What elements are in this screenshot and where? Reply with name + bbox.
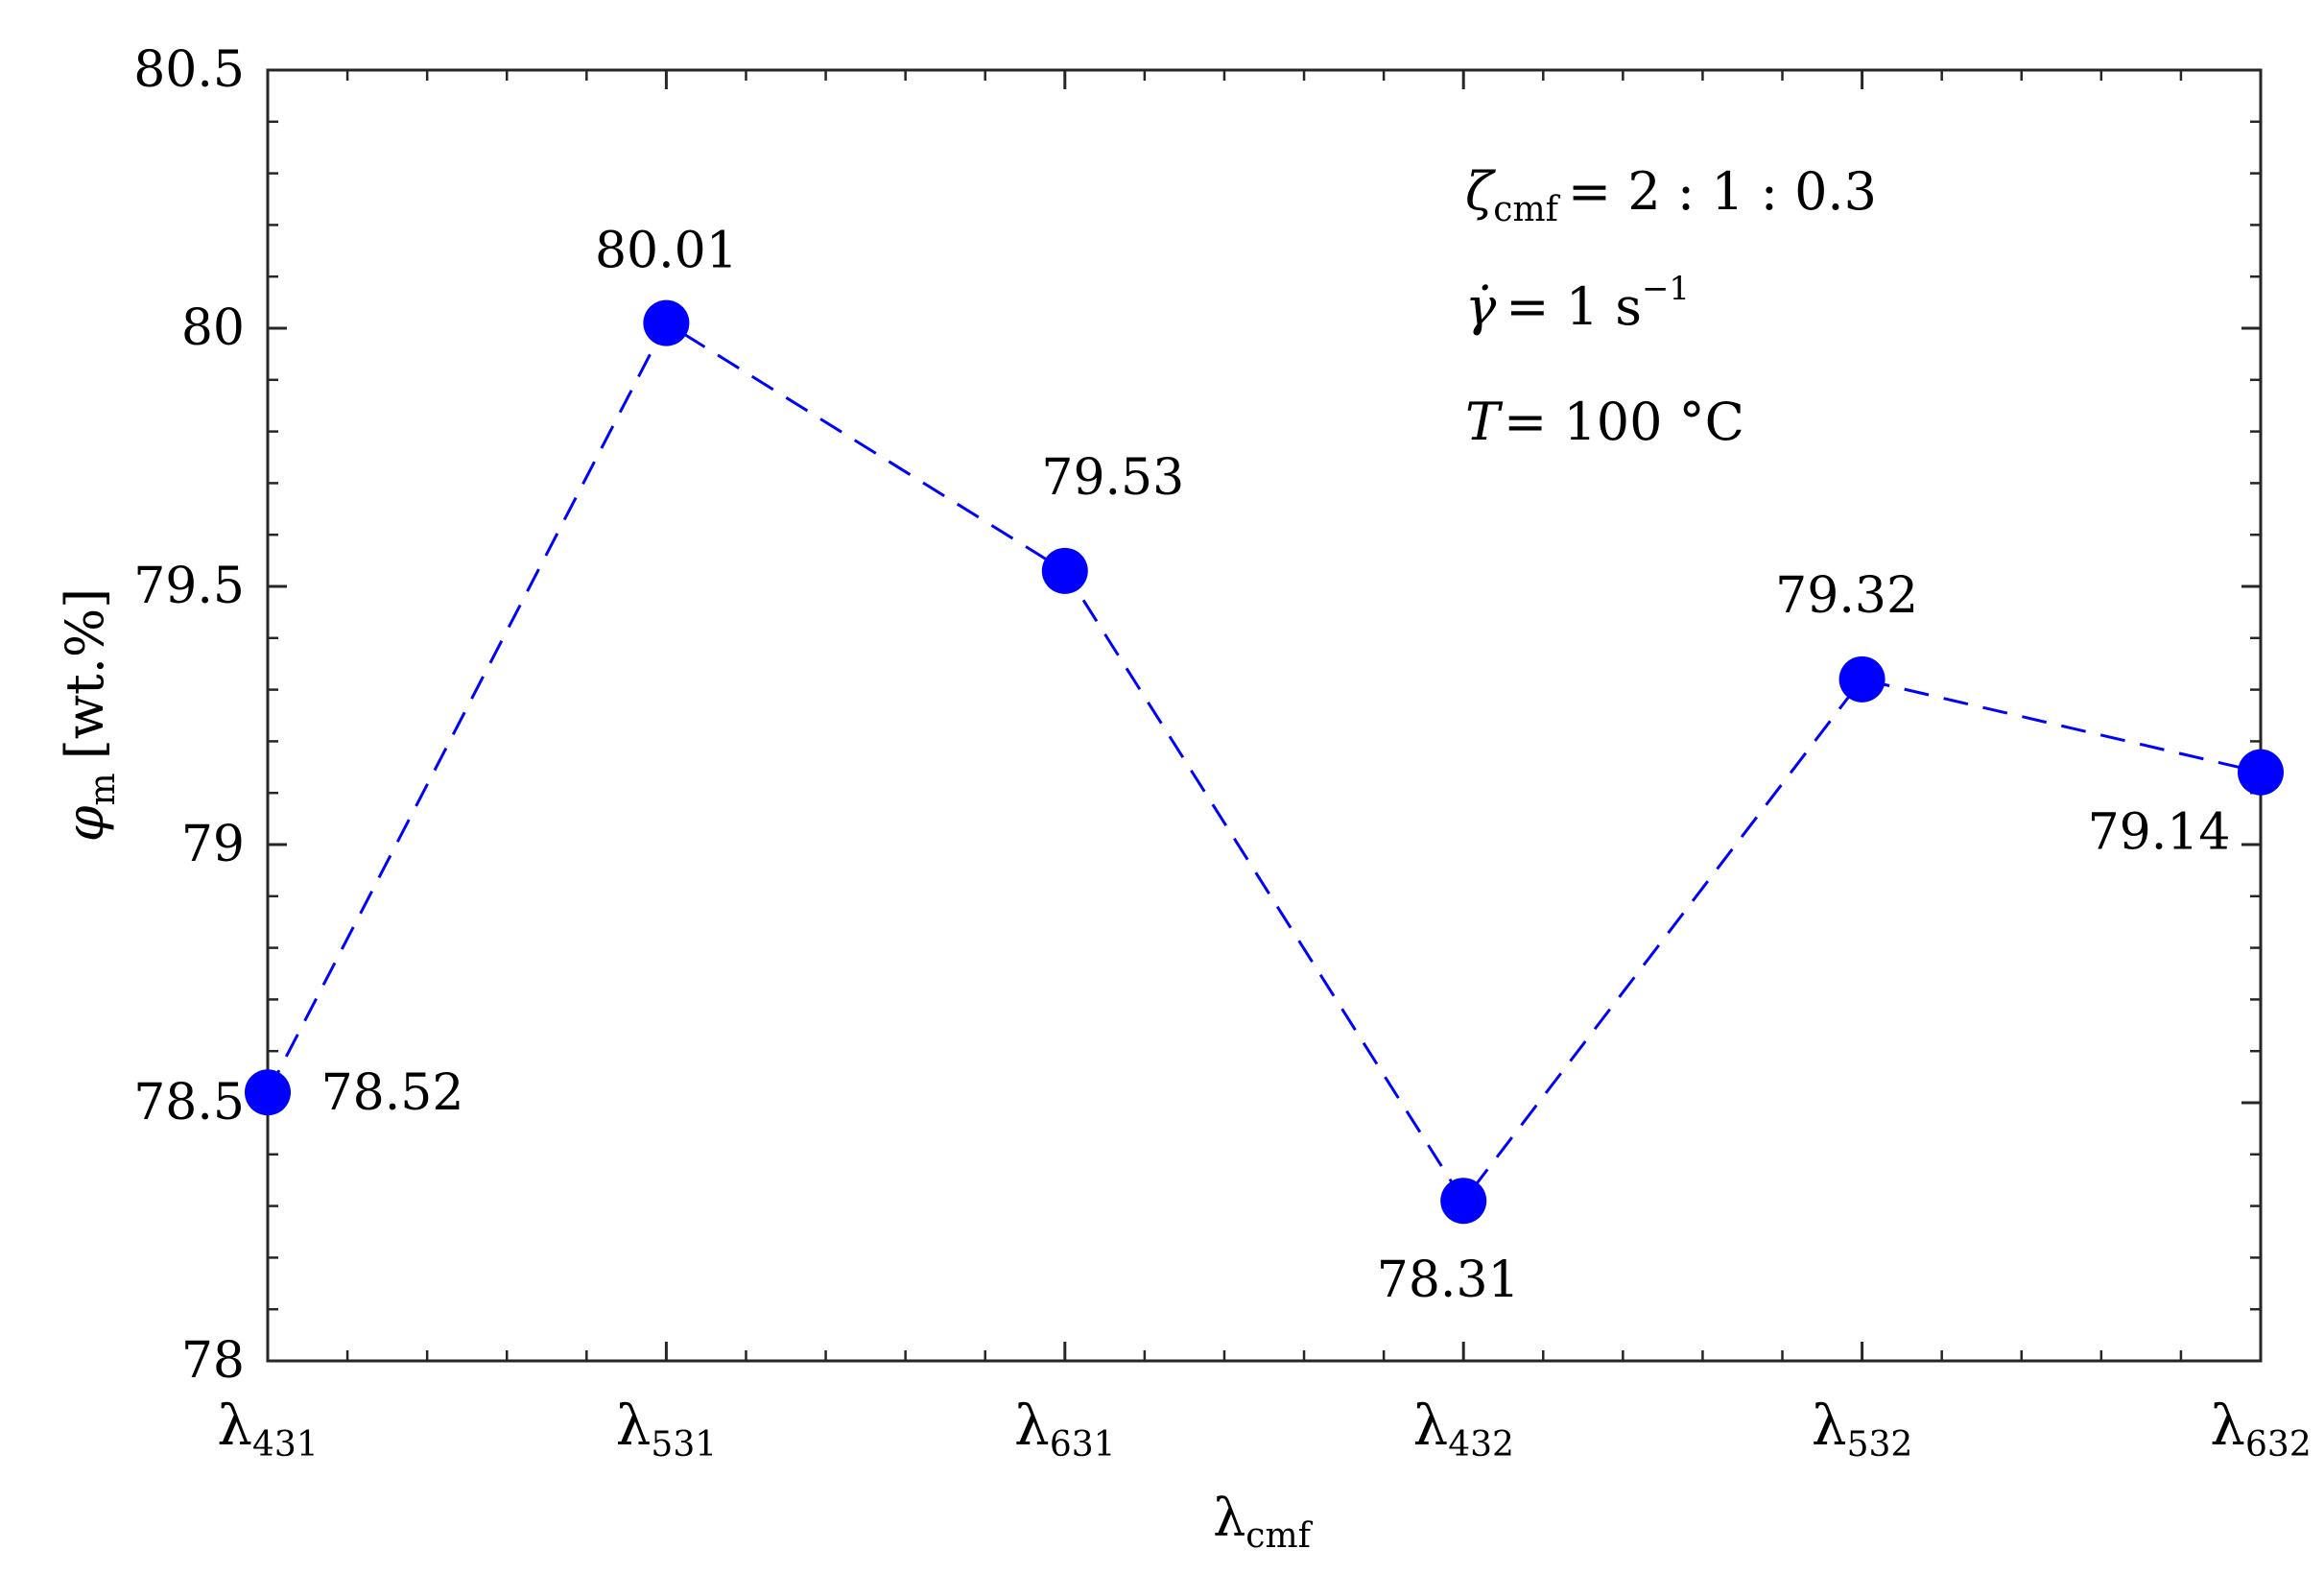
y-tick-label: 80 — [181, 299, 245, 357]
x-tick-label: λ431 — [217, 1393, 318, 1465]
x-axis-title: λcmf — [1213, 1488, 1314, 1556]
y-tick-label: 79.5 — [133, 558, 245, 615]
data-point — [1041, 547, 1088, 594]
data-label: 79.14 — [2088, 804, 2231, 862]
series-line — [266, 321, 2262, 1204]
data-point — [1440, 1178, 1487, 1225]
x-tick-labels: λ431 λ531 λ631 λ432 λ532 λ632 — [217, 1393, 2311, 1465]
annotation-temperature: T= 100 °C — [1465, 392, 1744, 452]
x-tick-label: λ631 — [1014, 1393, 1115, 1465]
annotation-zeta: ζcmf = 2 : 1 : 0.3 — [1465, 161, 1877, 229]
x-tick-label: λ632 — [2210, 1393, 2311, 1465]
y-tick-label: 78.5 — [133, 1074, 245, 1132]
x-tick-label: λ532 — [1812, 1393, 1912, 1465]
x-tick-label: λ531 — [616, 1393, 717, 1465]
annotation-shear-rate: γ̇ = 1 s−1 — [1465, 270, 1690, 337]
plot-frame — [266, 68, 2263, 1363]
data-point — [2238, 749, 2284, 796]
data-label: 78.52 — [321, 1064, 464, 1122]
series-group — [245, 299, 2284, 1225]
y-tick-label: 79 — [181, 816, 245, 873]
data-label: 78.31 — [1377, 1251, 1520, 1309]
data-labels: 78.52 80.01 79.53 78.31 79.32 79.14 — [321, 223, 2231, 1310]
data-label: 79.32 — [1775, 567, 1918, 625]
data-point — [1838, 655, 1885, 703]
y-axis-title: φm[wt.%] — [55, 588, 123, 843]
data-label: 79.53 — [1041, 449, 1184, 507]
y-tick-label: 78 — [181, 1332, 245, 1390]
data-point — [245, 1069, 291, 1116]
data-point — [643, 299, 690, 346]
x-tick-label: λ432 — [1412, 1393, 1513, 1465]
y-tick-label: 80.5 — [133, 41, 245, 99]
axis-ticks — [266, 68, 2263, 1363]
data-label: 80.01 — [595, 223, 738, 280]
y-tick-labels: 78 78.5 79 79.5 80 80.5 — [133, 41, 245, 1390]
